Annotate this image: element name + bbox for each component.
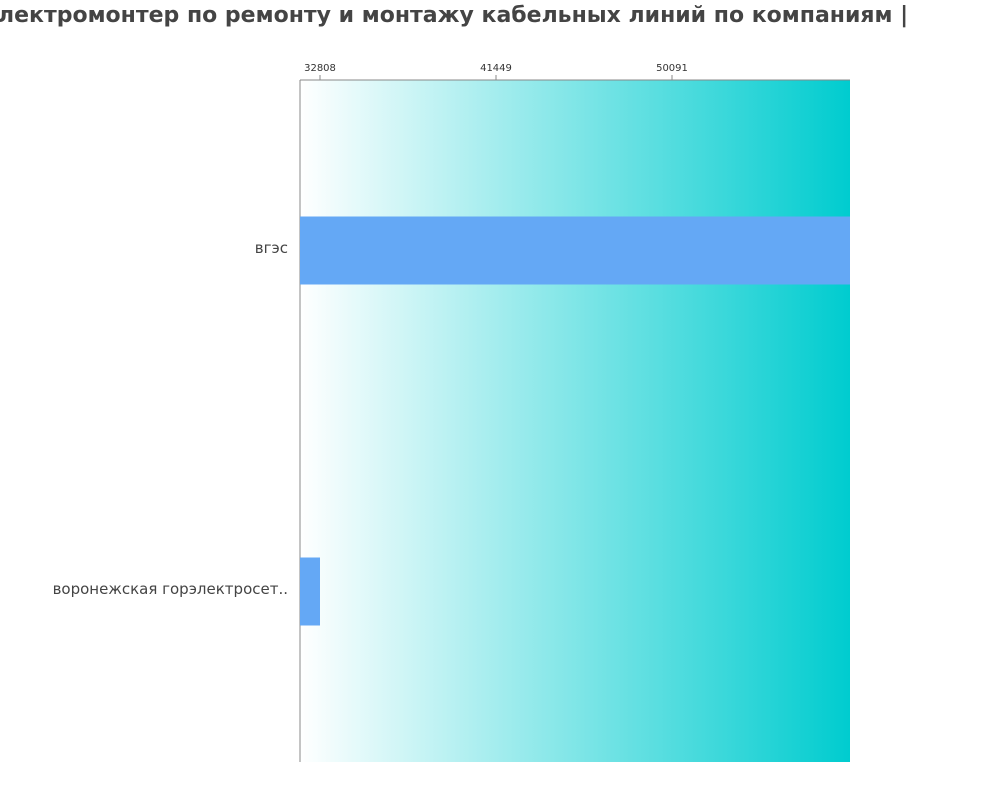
y-tick-label: вгэс — [255, 239, 288, 257]
bar — [300, 557, 320, 626]
x-tick-label: 41449 — [480, 63, 512, 74]
x-tick-label: 32808 — [304, 63, 336, 74]
x-tick-label: 50091 — [656, 63, 688, 74]
chart-title: лектромонтер по ремонту и монтажу кабель… — [0, 3, 908, 28]
y-tick-label: воронежская горэлектросет.. — [53, 580, 288, 598]
bar — [300, 216, 850, 285]
plot-background — [300, 80, 850, 762]
